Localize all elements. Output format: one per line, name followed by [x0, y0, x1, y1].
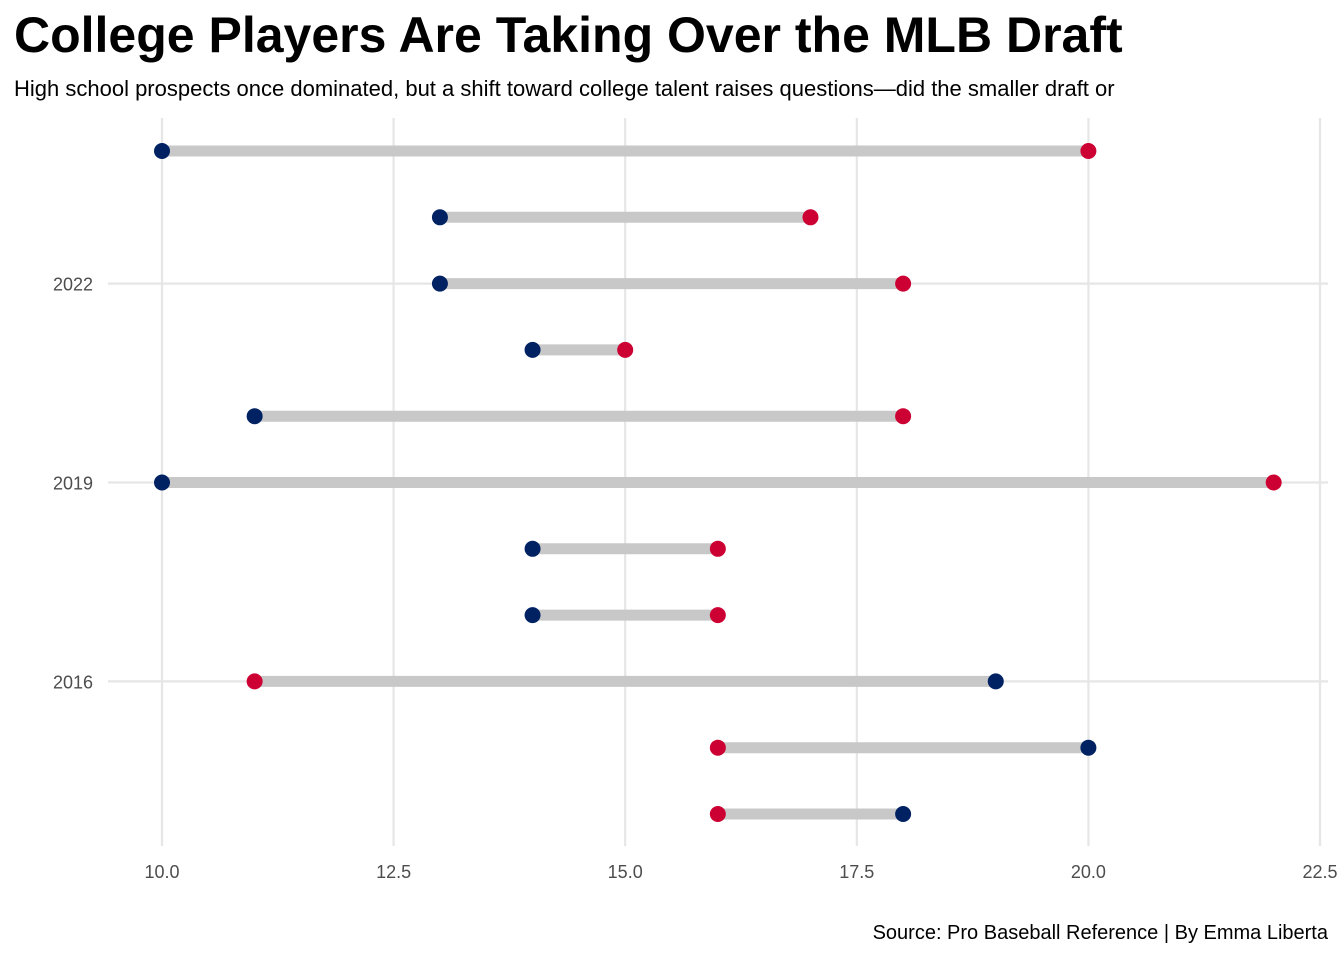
x-tick-label: 22.5: [1302, 862, 1337, 882]
point-red-2022: [895, 275, 912, 292]
point-blue-2021: [524, 341, 541, 358]
y-tick-label: 2022: [53, 275, 93, 295]
point-blue-2018: [524, 540, 541, 557]
point-blue-2016: [987, 673, 1004, 690]
point-blue-2023: [431, 209, 448, 226]
point-blue-2019: [154, 474, 170, 491]
chart-title: College Players Are Taking Over the MLB …: [14, 7, 1123, 63]
point-blue-2017: [524, 607, 541, 624]
point-red-2021: [617, 341, 634, 358]
y-axis-ticks: 2022 2019 2016: [53, 275, 93, 693]
point-red-2015: [709, 739, 726, 756]
point-blue-2014: [895, 806, 912, 822]
point-red-2017: [709, 607, 726, 624]
chart-subtitle: High school prospects once dominated, bu…: [14, 76, 1115, 101]
point-blue-2020: [246, 408, 263, 425]
x-tick-label: 20.0: [1071, 862, 1106, 882]
point-blue-2024: [154, 143, 170, 159]
point-red-2023: [802, 209, 819, 226]
x-tick-label: 15.0: [608, 862, 643, 882]
x-tick-label: 12.5: [376, 862, 411, 882]
point-red-2024: [1080, 143, 1097, 159]
point-blue-2015: [1080, 739, 1097, 756]
x-tick-label: 17.5: [839, 862, 874, 882]
x-tick-label: 10.0: [144, 862, 179, 882]
dumbbell-points: [154, 143, 1282, 822]
point-red-2018: [709, 540, 726, 557]
point-red-2016: [246, 673, 263, 690]
y-tick-label: 2016: [53, 672, 93, 692]
point-red-2019: [1265, 474, 1282, 491]
point-red-2014: [709, 806, 726, 822]
chart-caption: Source: Pro Baseball Reference | By Emma…: [872, 922, 1328, 944]
y-tick-label: 2019: [53, 474, 93, 494]
dumbbell-segments: [162, 145, 1274, 820]
point-red-2020: [895, 408, 912, 425]
x-axis-ticks: 10.0 12.5 15.0 17.5 20.0 22.5: [144, 862, 1337, 882]
point-blue-2022: [431, 275, 448, 292]
